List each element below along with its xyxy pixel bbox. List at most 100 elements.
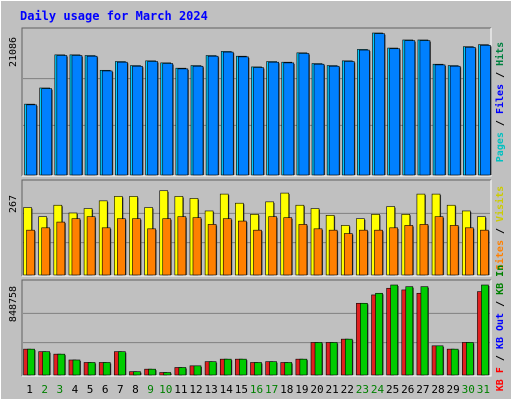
- bar-files: [177, 68, 189, 176]
- day-label: 17: [265, 383, 278, 396]
- bar-files: [268, 61, 279, 176]
- bar-files: [480, 45, 491, 176]
- bar-sites: [162, 218, 172, 276]
- day-label: 19: [295, 383, 308, 396]
- bar-kb-in: [284, 362, 293, 376]
- panel-legend: Pages / Files / Hits: [494, 42, 506, 162]
- bar-sites: [41, 227, 50, 276]
- bar-sites: [283, 217, 293, 276]
- bar-sites: [117, 218, 126, 276]
- bar-sites: [404, 225, 414, 276]
- bar-kb-in: [481, 284, 489, 376]
- bar-sites: [374, 229, 383, 276]
- bar-files: [71, 55, 83, 176]
- day-label: 8: [132, 383, 139, 396]
- panel-kb-in-kb-out: 848758 KB F / KB Out / KB In: [8, 265, 506, 391]
- bar-files: [359, 49, 370, 176]
- day-label: 30: [462, 383, 475, 396]
- legend-entry: KB In: [495, 265, 506, 295]
- day-label: 1: [26, 383, 33, 396]
- bar-files: [192, 65, 204, 176]
- day-label: 22: [341, 383, 354, 396]
- panel-bevel-dark: [21, 27, 491, 176]
- bar-kb-in: [420, 286, 429, 376]
- panel-bevel-light: [22, 280, 492, 377]
- day-label: 3: [57, 383, 64, 396]
- bar-kb-in: [148, 368, 156, 376]
- bar-sites: [389, 227, 398, 276]
- bar-files: [117, 61, 128, 176]
- day-label: 16: [250, 383, 263, 396]
- bar-sites: [56, 221, 66, 276]
- bar-files: [207, 55, 219, 176]
- legend-separator: /: [495, 295, 506, 313]
- day-label: 9: [147, 383, 154, 396]
- legend-separator: /: [495, 222, 506, 240]
- bar-sites: [480, 229, 489, 276]
- bar-files: [449, 65, 461, 176]
- bar-kb-in: [390, 284, 398, 376]
- day-label: 13: [204, 383, 217, 396]
- legend-separator: /: [495, 66, 506, 84]
- bar-files: [101, 70, 113, 176]
- bar-kb-in: [87, 362, 96, 376]
- day-label: 21: [326, 383, 339, 396]
- bar-files: [162, 63, 174, 176]
- bar-sites: [253, 229, 262, 276]
- bar-kb-in: [450, 348, 459, 376]
- bar-files: [238, 56, 249, 176]
- bar-sites: [434, 216, 444, 276]
- y-max-label: 267: [8, 195, 19, 213]
- panel-legend: KB F / KB Out / KB In: [495, 265, 506, 391]
- legend-entry: Files: [494, 84, 506, 114]
- day-label: 2: [41, 383, 48, 396]
- bar-sites: [192, 217, 202, 276]
- bar-kb-in: [163, 372, 172, 376]
- bar-files: [298, 53, 310, 176]
- bar-files: [434, 64, 446, 176]
- bar-kb-in: [344, 338, 353, 376]
- day-label: 11: [174, 383, 187, 396]
- bar-files: [374, 33, 385, 176]
- bar-sites: [298, 224, 308, 276]
- day-label: 26: [401, 383, 414, 396]
- legend-separator: /: [495, 349, 506, 367]
- day-label: 31: [477, 383, 490, 396]
- bar-files: [147, 61, 158, 176]
- y-max-label: 21086: [8, 37, 19, 67]
- legend-entry: Hits: [494, 42, 506, 66]
- bar-sites: [449, 225, 459, 276]
- y-max-label: 848758: [8, 286, 19, 322]
- panel-bevel-light: [22, 180, 492, 277]
- bar-kb-in: [375, 292, 383, 376]
- day-label: 14: [220, 383, 234, 396]
- legend-entry: Visits: [494, 186, 506, 222]
- bar-sites: [132, 218, 141, 276]
- bar-sites: [419, 224, 429, 276]
- chart-panels: 21086 Pages / Files / Hits 267 Sites / Visi…: [8, 27, 506, 391]
- legend-entry: Pages: [495, 132, 506, 162]
- day-label: 18: [280, 383, 293, 396]
- bar-kb-in: [27, 348, 35, 376]
- panel-visits-sites: 267 Sites / Visits: [8, 179, 506, 277]
- bar-files: [253, 67, 264, 176]
- bar-sites: [222, 218, 232, 276]
- bar-sites: [343, 233, 353, 276]
- panel-bevel-dark: [21, 279, 491, 376]
- bar-files: [86, 55, 98, 176]
- bar-files: [222, 51, 234, 176]
- bar-kb-in: [360, 302, 368, 376]
- day-label: 23: [356, 383, 369, 396]
- bar-kb-in: [269, 361, 277, 376]
- bar-kb-in: [193, 365, 202, 376]
- bar-sites: [359, 229, 368, 276]
- bar-kb-in: [133, 371, 141, 376]
- bar-files: [465, 47, 476, 176]
- bar-kb-in: [299, 358, 308, 376]
- bar-kb-in: [466, 342, 474, 376]
- day-label: 10: [159, 383, 172, 396]
- legend-entry: Sites: [494, 240, 506, 270]
- bar-files: [404, 40, 416, 176]
